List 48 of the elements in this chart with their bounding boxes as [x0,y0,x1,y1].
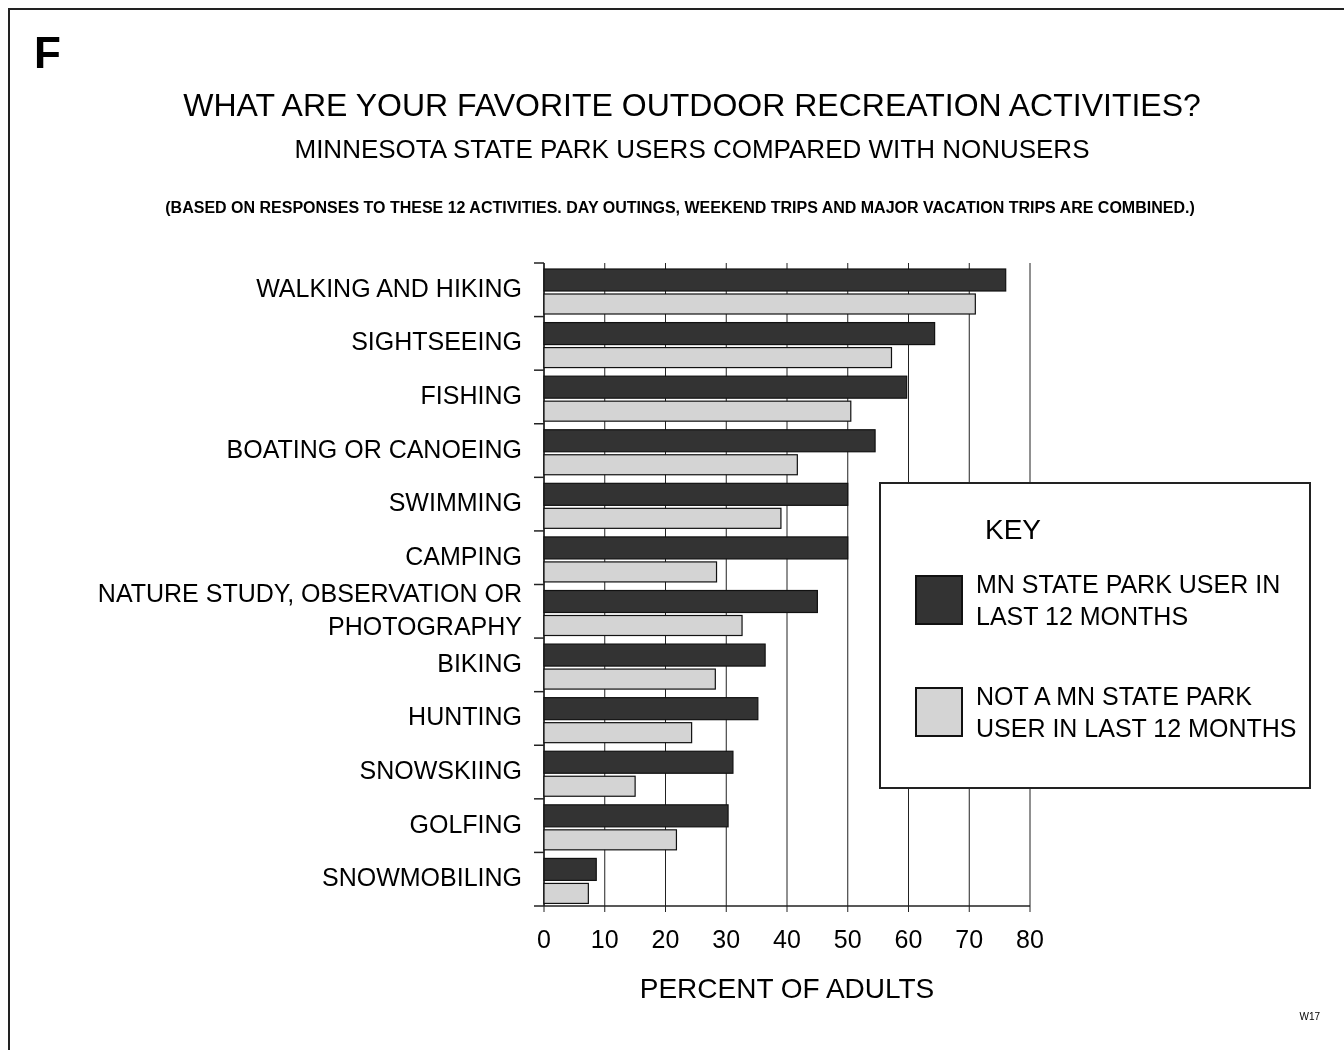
bar [543,589,818,614]
bar [543,775,636,797]
y-tick-label: SWIMMING [388,487,522,516]
text: F [34,28,61,77]
x-axis-title: PERCENT OF ADULTS [639,973,935,1004]
legend-label: MN STATE PARK USER IN LAST 12 MONTHS [976,570,1281,630]
legend-label: NOT A MN STATE PARK USER IN LAST 12 MONTHS [976,682,1297,742]
x-tick-label: 70 [955,925,984,953]
bar [543,697,759,721]
bar [543,507,782,529]
x-tick-label: 50 [833,925,862,953]
y-tick-label: FISHING [420,380,522,409]
text: W17 [1299,1011,1321,1022]
bar [543,429,876,453]
bar [543,829,678,851]
y-tick-label: SNOWSKIING [359,755,522,784]
legend-title: KEY [985,514,1042,545]
bar [543,346,893,369]
bar [543,454,798,476]
bar [543,722,693,744]
bar [543,614,743,637]
text: (BASED ON RESPONSES TO THESE 12 ACTIVITIES. DAY OUTINGS, WEEKEND TRIPS AND MAJOR VACATION TRIPS ARE COMBINED.) [165,199,1195,216]
bar [543,750,734,774]
x-tick-label: 30 [712,925,741,953]
y-tick-label: WALKING AND HIKING [256,273,522,302]
x-tick-label: 0 [537,925,551,953]
bar [543,804,729,828]
x-tick-label: 40 [773,925,801,953]
y-tick-label: BOATING OR CANOEING [226,434,522,463]
y-tick-label: CAMPING [405,541,522,570]
y-tick-label: NATURE STUDY, OBSERVATION OR PHOTOGRAPHY [97,578,523,640]
bar [543,482,849,506]
y-tick-label: SNOWMOBILING [321,862,522,891]
bar [543,321,936,346]
bar [543,882,589,905]
bar [543,400,852,422]
x-tick-label: 60 [894,925,923,953]
x-tick-label: 80 [1016,925,1044,953]
y-tick-label: SIGHTSEEING [351,326,522,355]
y-tick-label: BIKING [437,648,522,677]
y-tick-label: GOLFING [409,809,522,838]
chart-subtitle: MINNESOTA STATE PARK USERS COMPARED WITH NONUSERS [294,134,1090,164]
y-tick-label: HUNTING [408,702,522,731]
chart-title: WHAT ARE YOUR FAVORITE OUTDOOR RECREATION ACTIVITIES? [183,87,1201,123]
x-tick-label: 10 [590,925,619,953]
bar [543,857,597,882]
bar [543,375,908,399]
x-tick-label: 20 [651,925,680,953]
